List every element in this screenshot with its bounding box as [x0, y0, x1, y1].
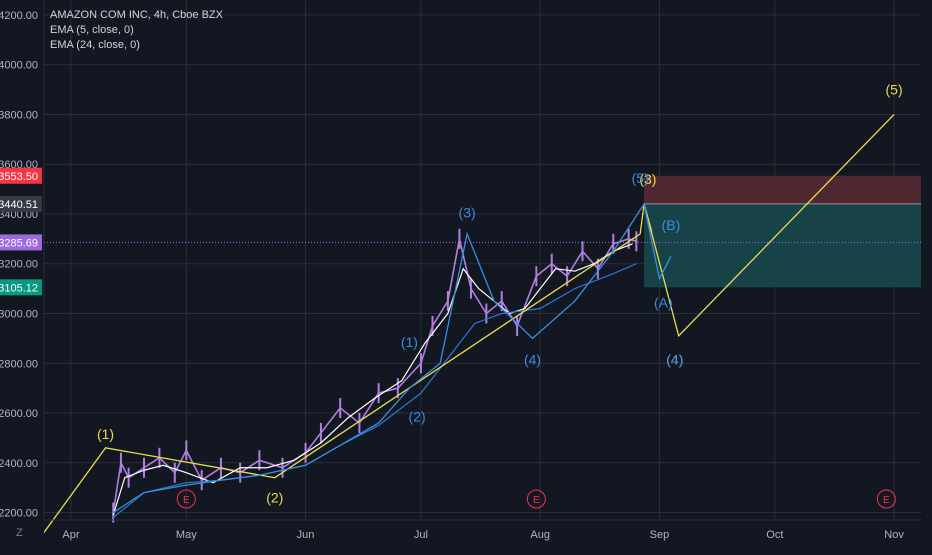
earnings-icon — [526, 489, 546, 509]
wave-label: (1) — [401, 334, 418, 350]
x-axis: Apr May Jun Jul Aug Sep Oct Nov — [44, 519, 921, 541]
ema-line-ema_short — [112, 243, 633, 516]
legend-ema-short[interactable]: EMA (5, close, 0) — [50, 24, 134, 36]
wave-line-blue — [112, 202, 672, 514]
x-tick-label: Jun — [297, 529, 315, 541]
x-tick-label: May — [176, 529, 197, 541]
y-tick-label: 3000.00 — [0, 308, 38, 320]
x-tick-label: Nov — [884, 529, 904, 541]
wave-annotations: (1)(2)(3)(4)(5)(1)(2)(3)(4)(5)(A)(B)(4) — [97, 82, 903, 506]
wave-label: (4) — [524, 351, 541, 367]
wave-label: (3) — [459, 205, 476, 221]
y-tick-label: 4200.00 — [0, 10, 38, 22]
x-tick-label: Apr — [62, 529, 79, 541]
wave-label: (1) — [97, 426, 114, 442]
wave-label: (A) — [654, 294, 673, 310]
y-tick-label: 2600.00 — [0, 408, 38, 420]
timezone-icon[interactable]: Z — [16, 527, 23, 539]
wave-label: (5) — [886, 82, 903, 98]
stop-loss-zone — [644, 175, 921, 204]
y-tick-label: 3200.00 — [0, 259, 38, 271]
position-zone — [44, 175, 921, 288]
ema-series — [112, 243, 637, 518]
price-label-bg — [0, 195, 42, 212]
y-tick-label: 3400.00 — [0, 209, 38, 221]
x-tick-label: Aug — [530, 529, 550, 541]
chart-legend: AMAZON COM INC, 4h, Cboe BZX EMA (5, clo… — [50, 8, 223, 53]
y-tick-label: 2800.00 — [0, 358, 38, 370]
x-tick-label: Oct — [766, 529, 783, 541]
price-label: 3285.69 — [0, 237, 38, 249]
earnings-icon — [176, 489, 196, 509]
price-label-bg — [0, 279, 42, 296]
wave-label: (2) — [409, 409, 426, 425]
wave-line-yellow — [43, 113, 895, 533]
wave-lines — [43, 113, 895, 533]
earnings-label: E — [183, 495, 190, 506]
earnings-label: E — [533, 495, 540, 506]
legend-symbol[interactable]: AMAZON COM INC, 4h, Cboe BZX — [50, 9, 223, 21]
earnings-label: E — [883, 495, 890, 506]
wave-label: (B) — [662, 217, 681, 233]
price-label-bg — [0, 234, 42, 251]
wave-label: (5) — [632, 170, 649, 186]
take-profit-zone — [644, 203, 921, 288]
price-label-bg — [0, 167, 42, 184]
price-label: 3105.12 — [0, 282, 38, 294]
ema-line-ema_long — [112, 263, 637, 518]
earnings-icon — [876, 489, 896, 509]
wave-label: (4) — [666, 351, 683, 367]
y-tick-label: 2400.00 — [0, 458, 38, 470]
price-label: 3440.51 — [0, 199, 38, 211]
y-tick-label: 3800.00 — [0, 109, 38, 121]
wave-label: (2) — [266, 490, 283, 506]
x-tick-label: Jul — [414, 529, 428, 541]
corner-panel — [0, 520, 44, 550]
y-tick-label: 2200.00 — [0, 508, 38, 520]
wave-label: (4) — [666, 351, 683, 367]
price-labels: 3553.50 3440.51 3285.69 3105.12 — [0, 167, 42, 296]
wave-label: (3) — [639, 171, 656, 187]
x-tick-label: Sep — [650, 529, 670, 541]
legend-ema-long[interactable]: EMA (24, close, 0) — [50, 39, 140, 51]
price-label: 3553.50 — [0, 171, 38, 183]
y-tick-label: 4000.00 — [0, 60, 38, 72]
